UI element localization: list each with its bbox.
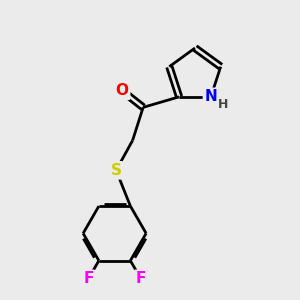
Text: F: F [136,271,146,286]
Text: O: O [116,83,129,98]
Text: F: F [83,271,94,286]
Text: H: H [218,98,229,111]
Text: S: S [111,163,122,178]
Text: N: N [205,89,217,104]
